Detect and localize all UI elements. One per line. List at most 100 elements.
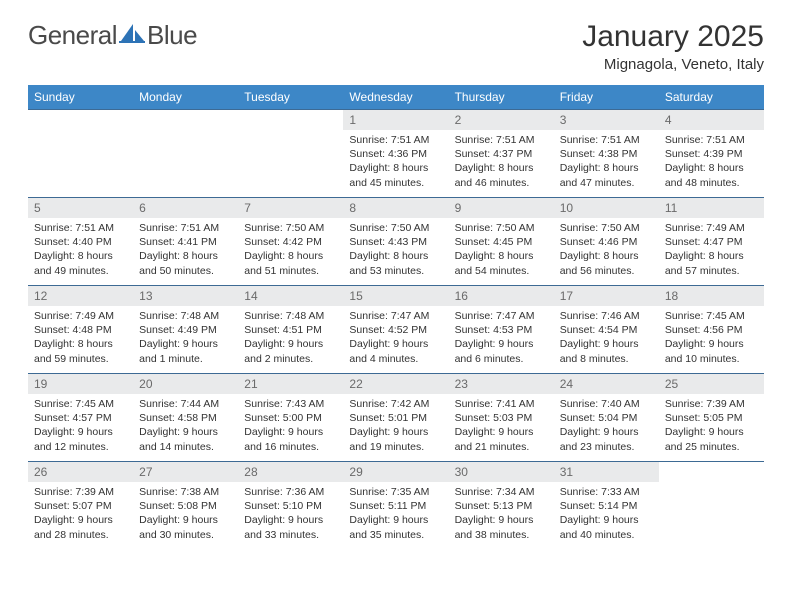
day-number: 17 [554,286,659,306]
calendar-empty-cell [659,462,764,550]
day-content: Sunrise: 7:39 AMSunset: 5:07 PMDaylight:… [28,482,133,546]
brand-logo: General Blue [28,20,197,51]
day-number: 27 [133,462,238,482]
day-content: Sunrise: 7:47 AMSunset: 4:53 PMDaylight:… [449,306,554,370]
calendar-day-cell: 13Sunrise: 7:48 AMSunset: 4:49 PMDayligh… [133,286,238,374]
calendar-row: 1Sunrise: 7:51 AMSunset: 4:36 PMDaylight… [28,110,764,198]
day-number: 24 [554,374,659,394]
day-content: Sunrise: 7:38 AMSunset: 5:08 PMDaylight:… [133,482,238,546]
day-number: 7 [238,198,343,218]
weekday-header: Monday [133,85,238,110]
day-number: 3 [554,110,659,130]
day-content: Sunrise: 7:51 AMSunset: 4:37 PMDaylight:… [449,130,554,194]
calendar-day-cell: 30Sunrise: 7:34 AMSunset: 5:13 PMDayligh… [449,462,554,550]
day-number: 11 [659,198,764,218]
day-content: Sunrise: 7:34 AMSunset: 5:13 PMDaylight:… [449,482,554,546]
day-content: Sunrise: 7:48 AMSunset: 4:51 PMDaylight:… [238,306,343,370]
day-number: 6 [133,198,238,218]
day-number: 9 [449,198,554,218]
day-content: Sunrise: 7:51 AMSunset: 4:39 PMDaylight:… [659,130,764,194]
day-number: 8 [343,198,448,218]
day-content: Sunrise: 7:50 AMSunset: 4:45 PMDaylight:… [449,218,554,282]
day-number: 13 [133,286,238,306]
calendar-row: 26Sunrise: 7:39 AMSunset: 5:07 PMDayligh… [28,462,764,550]
calendar-day-cell: 25Sunrise: 7:39 AMSunset: 5:05 PMDayligh… [659,374,764,462]
calendar-day-cell: 22Sunrise: 7:42 AMSunset: 5:01 PMDayligh… [343,374,448,462]
calendar-table: SundayMondayTuesdayWednesdayThursdayFrid… [28,85,764,550]
calendar-day-cell: 4Sunrise: 7:51 AMSunset: 4:39 PMDaylight… [659,110,764,198]
calendar-row: 5Sunrise: 7:51 AMSunset: 4:40 PMDaylight… [28,198,764,286]
calendar-day-cell: 2Sunrise: 7:51 AMSunset: 4:37 PMDaylight… [449,110,554,198]
sail-icon [119,20,145,51]
calendar-day-cell: 28Sunrise: 7:36 AMSunset: 5:10 PMDayligh… [238,462,343,550]
day-number: 2 [449,110,554,130]
day-content: Sunrise: 7:50 AMSunset: 4:42 PMDaylight:… [238,218,343,282]
weekday-header: Friday [554,85,659,110]
day-number: 1 [343,110,448,130]
day-content: Sunrise: 7:35 AMSunset: 5:11 PMDaylight:… [343,482,448,546]
weekday-header: Wednesday [343,85,448,110]
weekday-header: Thursday [449,85,554,110]
calendar-day-cell: 10Sunrise: 7:50 AMSunset: 4:46 PMDayligh… [554,198,659,286]
calendar-empty-cell [238,110,343,198]
header: General Blue January 2025 Mignagola, Ven… [28,20,764,73]
calendar-day-cell: 19Sunrise: 7:45 AMSunset: 4:57 PMDayligh… [28,374,133,462]
day-number: 4 [659,110,764,130]
calendar-day-cell: 3Sunrise: 7:51 AMSunset: 4:38 PMDaylight… [554,110,659,198]
day-content: Sunrise: 7:49 AMSunset: 4:47 PMDaylight:… [659,218,764,282]
calendar-day-cell: 14Sunrise: 7:48 AMSunset: 4:51 PMDayligh… [238,286,343,374]
calendar-day-cell: 11Sunrise: 7:49 AMSunset: 4:47 PMDayligh… [659,198,764,286]
calendar-day-cell: 18Sunrise: 7:45 AMSunset: 4:56 PMDayligh… [659,286,764,374]
day-content: Sunrise: 7:33 AMSunset: 5:14 PMDaylight:… [554,482,659,546]
calendar-day-cell: 17Sunrise: 7:46 AMSunset: 4:54 PMDayligh… [554,286,659,374]
day-content: Sunrise: 7:47 AMSunset: 4:52 PMDaylight:… [343,306,448,370]
weekday-header: Saturday [659,85,764,110]
calendar-day-cell: 16Sunrise: 7:47 AMSunset: 4:53 PMDayligh… [449,286,554,374]
day-content: Sunrise: 7:48 AMSunset: 4:49 PMDaylight:… [133,306,238,370]
brand-part2: Blue [147,20,197,51]
day-content: Sunrise: 7:45 AMSunset: 4:56 PMDaylight:… [659,306,764,370]
day-number: 26 [28,462,133,482]
day-number: 21 [238,374,343,394]
day-content: Sunrise: 7:51 AMSunset: 4:38 PMDaylight:… [554,130,659,194]
brand-part1: General [28,20,117,51]
weekday-header-row: SundayMondayTuesdayWednesdayThursdayFrid… [28,85,764,110]
calendar-day-cell: 21Sunrise: 7:43 AMSunset: 5:00 PMDayligh… [238,374,343,462]
calendar-empty-cell [133,110,238,198]
title-block: January 2025 Mignagola, Veneto, Italy [582,20,764,73]
day-number: 19 [28,374,133,394]
day-number: 15 [343,286,448,306]
day-content: Sunrise: 7:43 AMSunset: 5:00 PMDaylight:… [238,394,343,458]
day-number: 5 [28,198,133,218]
weekday-header: Tuesday [238,85,343,110]
calendar-day-cell: 12Sunrise: 7:49 AMSunset: 4:48 PMDayligh… [28,286,133,374]
calendar-day-cell: 8Sunrise: 7:50 AMSunset: 4:43 PMDaylight… [343,198,448,286]
day-content: Sunrise: 7:44 AMSunset: 4:58 PMDaylight:… [133,394,238,458]
day-number: 14 [238,286,343,306]
calendar-empty-cell [28,110,133,198]
day-number: 23 [449,374,554,394]
day-number: 29 [343,462,448,482]
calendar-body: 1Sunrise: 7:51 AMSunset: 4:36 PMDaylight… [28,110,764,550]
day-content: Sunrise: 7:49 AMSunset: 4:48 PMDaylight:… [28,306,133,370]
calendar-day-cell: 26Sunrise: 7:39 AMSunset: 5:07 PMDayligh… [28,462,133,550]
day-number: 31 [554,462,659,482]
day-content: Sunrise: 7:41 AMSunset: 5:03 PMDaylight:… [449,394,554,458]
calendar-day-cell: 27Sunrise: 7:38 AMSunset: 5:08 PMDayligh… [133,462,238,550]
day-content: Sunrise: 7:51 AMSunset: 4:36 PMDaylight:… [343,130,448,194]
weekday-header: Sunday [28,85,133,110]
day-number: 30 [449,462,554,482]
day-content: Sunrise: 7:46 AMSunset: 4:54 PMDaylight:… [554,306,659,370]
day-number: 20 [133,374,238,394]
day-content: Sunrise: 7:51 AMSunset: 4:40 PMDaylight:… [28,218,133,282]
calendar-day-cell: 9Sunrise: 7:50 AMSunset: 4:45 PMDaylight… [449,198,554,286]
day-content: Sunrise: 7:50 AMSunset: 4:43 PMDaylight:… [343,218,448,282]
calendar-day-cell: 6Sunrise: 7:51 AMSunset: 4:41 PMDaylight… [133,198,238,286]
calendar-day-cell: 1Sunrise: 7:51 AMSunset: 4:36 PMDaylight… [343,110,448,198]
day-number: 28 [238,462,343,482]
calendar-row: 12Sunrise: 7:49 AMSunset: 4:48 PMDayligh… [28,286,764,374]
day-content: Sunrise: 7:51 AMSunset: 4:41 PMDaylight:… [133,218,238,282]
calendar-day-cell: 23Sunrise: 7:41 AMSunset: 5:03 PMDayligh… [449,374,554,462]
day-number: 16 [449,286,554,306]
day-content: Sunrise: 7:36 AMSunset: 5:10 PMDaylight:… [238,482,343,546]
